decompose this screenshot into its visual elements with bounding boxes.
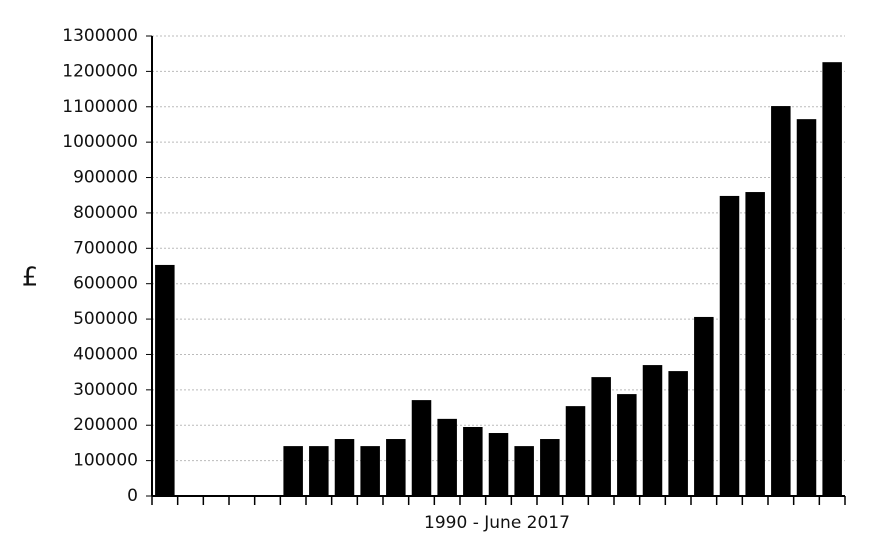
bar	[668, 371, 688, 496]
bar	[334, 439, 355, 496]
bar	[719, 195, 740, 496]
bar	[745, 192, 765, 497]
bar	[591, 377, 611, 496]
bar	[565, 406, 586, 496]
bar	[155, 264, 175, 496]
y-tick-label: 900000	[73, 168, 138, 188]
bar	[437, 418, 457, 496]
x-axis-label: 1990 - June 2017	[424, 513, 570, 533]
y-tick-label: 1300000	[62, 26, 138, 46]
bar	[642, 365, 663, 496]
bar	[540, 439, 560, 496]
y-tick-label: 800000	[73, 203, 138, 223]
bar	[694, 316, 714, 496]
y-tick-label: 1000000	[62, 132, 138, 152]
y-tick-label: 700000	[73, 238, 138, 258]
bar	[771, 106, 791, 497]
bar	[283, 446, 303, 496]
y-tick-label: 200000	[73, 415, 138, 435]
bar	[617, 394, 637, 496]
bar	[488, 433, 509, 496]
y-tick-label: 1100000	[62, 97, 138, 117]
bar	[360, 446, 380, 496]
bar	[411, 400, 432, 496]
bar	[822, 62, 842, 496]
bar	[309, 446, 329, 496]
bar	[463, 427, 483, 496]
bar	[514, 446, 534, 496]
bar	[386, 439, 406, 496]
y-tick-label: 500000	[73, 309, 138, 329]
y-tick-label: 600000	[73, 274, 138, 294]
y-tick-label: 400000	[73, 344, 138, 364]
y-tick-label: 300000	[73, 380, 138, 400]
y-tick-label: 100000	[73, 451, 138, 471]
y-axis-label: £	[22, 263, 39, 293]
y-tick-label: 0	[127, 486, 138, 506]
y-tick-label: 1200000	[62, 61, 138, 81]
bar	[796, 119, 817, 497]
